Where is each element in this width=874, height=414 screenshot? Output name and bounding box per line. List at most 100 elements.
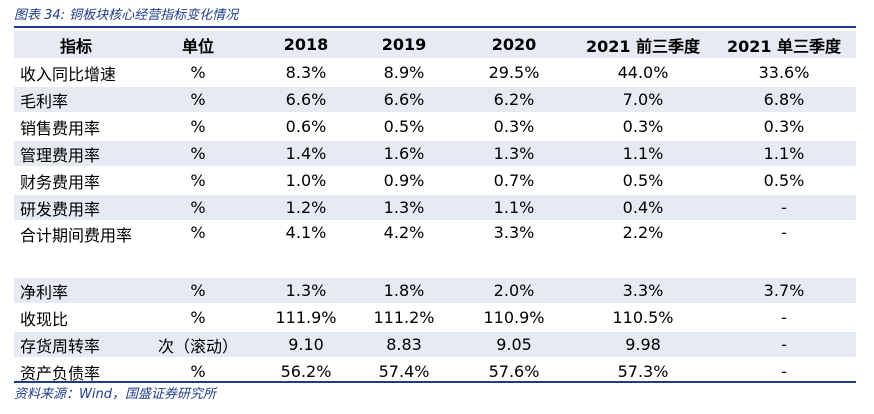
value-cell: 2.2% xyxy=(574,222,712,276)
header-cell: 2018 xyxy=(258,31,354,58)
value-cell: 110.9% xyxy=(454,305,574,330)
table-row: 管理费用率% 1.4% 1.6% 1.3% 1.1% 1.1% xyxy=(14,141,856,166)
header-cell: 2021 前三季度 xyxy=(574,31,712,58)
value-cell: 29.5% xyxy=(454,60,574,85)
value-cell: % xyxy=(138,114,258,139)
metric-name-cell: 财务费用率 xyxy=(14,168,138,193)
value-cell: - xyxy=(712,359,856,384)
header-cell: 2020 xyxy=(454,31,574,58)
metric-name-cell: 存货周转率 xyxy=(14,332,138,357)
value-cell: 9.05 xyxy=(454,332,574,357)
value-cell: - xyxy=(712,195,856,220)
metric-name-cell: 资产负债率 xyxy=(14,359,138,384)
value-cell: 6.8% xyxy=(712,87,856,112)
table-row: 存货周转率 次（滚动） 9.10 8.83 9.05 9.98- xyxy=(14,332,856,357)
metric-name-cell: 研发费用率 xyxy=(14,195,138,220)
value-cell: 1.6% xyxy=(354,141,454,166)
value-cell: 1.0% xyxy=(258,168,354,193)
bottom-rule xyxy=(14,381,856,383)
value-cell: 1.1% xyxy=(712,141,856,166)
header-cell: 2019 xyxy=(354,31,454,58)
table-row: 收入同比增速% 8.3% 8.9% 29.5% 44.0% 33.6% xyxy=(14,60,856,85)
value-cell: 6.6% xyxy=(258,87,354,112)
value-cell: 6.2% xyxy=(454,87,574,112)
value-cell: 0.3% xyxy=(574,114,712,139)
top-rule xyxy=(14,26,856,28)
value-cell: 33.6% xyxy=(712,60,856,85)
value-cell: % xyxy=(138,87,258,112)
value-cell: 56.2% xyxy=(258,359,354,384)
table-row: 收现比% 111.9% 111.2% 110.9% 110.5% - xyxy=(14,305,856,330)
value-cell: 8.3% xyxy=(258,60,354,85)
value-cell: 57.6% xyxy=(454,359,574,384)
value-cell: 次（滚动） xyxy=(138,332,258,357)
value-cell: 0.6% xyxy=(258,114,354,139)
value-cell: 3.3% xyxy=(574,278,712,303)
value-cell: 0.5% xyxy=(574,168,712,193)
table-row: 销售费用率% 0.6% 0.5% 0.3% 0.3% 0.3% xyxy=(14,114,856,139)
metric-name-cell: 管理费用率 xyxy=(14,141,138,166)
value-cell: 4.1% xyxy=(258,222,354,276)
value-cell: 8.9% xyxy=(354,60,454,85)
value-cell: 1.3% xyxy=(354,195,454,220)
table-row: 资产负债率% 56.2% 57.4% 57.6% 57.3% - xyxy=(14,359,856,384)
value-cell: 57.3% xyxy=(574,359,712,384)
value-cell: 1.1% xyxy=(574,141,712,166)
value-cell: 3.7% xyxy=(712,278,856,303)
value-cell: % xyxy=(138,359,258,384)
table-row: 净利率% 1.3% 1.8% 2.0% 3.3% 3.7% xyxy=(14,278,856,303)
value-cell: 111.2% xyxy=(354,305,454,330)
value-cell: % xyxy=(138,141,258,166)
header-cell: 2021 单三季度 xyxy=(712,31,856,58)
value-cell: 110.5% xyxy=(574,305,712,330)
value-cell: 8.83 xyxy=(354,332,454,357)
value-cell: % xyxy=(138,278,258,303)
value-cell: 7.0% xyxy=(574,87,712,112)
value-cell: % xyxy=(138,222,258,276)
value-cell: 2.0% xyxy=(454,278,574,303)
value-cell: 9.10 xyxy=(258,332,354,357)
header-cell: 单位 xyxy=(138,31,258,58)
table-header-row: 指标 单位 2018 2019 2020 2021 前三季度 2021 单三季度 xyxy=(14,31,856,58)
source-note: 资料来源：Wind，国盛证券研究所 xyxy=(14,387,216,402)
value-cell: 4.2% xyxy=(354,222,454,276)
value-cell: 3.3% xyxy=(454,222,574,276)
metric-name-cell: 收现比 xyxy=(14,305,138,330)
table-row: 合计期间费用率% 4.1% 4.2% 3.3% 2.2% - xyxy=(14,222,856,276)
metrics-table: 指标 单位 2018 2019 2020 2021 前三季度 2021 单三季度… xyxy=(14,29,856,386)
value-cell: 0.3% xyxy=(454,114,574,139)
metric-name-cell: 销售费用率 xyxy=(14,114,138,139)
value-cell: % xyxy=(138,305,258,330)
value-cell: 1.4% xyxy=(258,141,354,166)
table-row: 财务费用率% 1.0% 0.9% 0.7% 0.5% 0.5% xyxy=(14,168,856,193)
value-cell: - xyxy=(712,305,856,330)
value-cell: 44.0% xyxy=(574,60,712,85)
value-cell: - xyxy=(712,222,856,276)
value-cell: 1.2% xyxy=(258,195,354,220)
value-cell: % xyxy=(138,168,258,193)
value-cell: 6.6% xyxy=(354,87,454,112)
value-cell: 1.1% xyxy=(454,195,574,220)
figure-caption: 图表 34: 铜板块核心经营指标变化情况 xyxy=(14,8,239,23)
value-cell: 0.9% xyxy=(354,168,454,193)
value-cell: % xyxy=(138,195,258,220)
value-cell: 0.3% xyxy=(712,114,856,139)
value-cell: - xyxy=(712,332,856,357)
metric-name-cell: 收入同比增速 xyxy=(14,60,138,85)
value-cell: 0.7% xyxy=(454,168,574,193)
value-cell: 0.5% xyxy=(354,114,454,139)
header-cell: 指标 xyxy=(14,31,138,58)
table-row: 毛利率% 6.6% 6.6% 6.2% 7.0% 6.8% xyxy=(14,87,856,112)
value-cell: % xyxy=(138,60,258,85)
metric-name-cell: 净利率 xyxy=(14,278,138,303)
value-cell: 1.3% xyxy=(454,141,574,166)
metric-name-cell: 毛利率 xyxy=(14,87,138,112)
value-cell: 9.98 xyxy=(574,332,712,357)
table-row: 研发费用率% 1.2% 1.3% 1.1% 0.4% - xyxy=(14,195,856,220)
value-cell: 1.8% xyxy=(354,278,454,303)
value-cell: 0.4% xyxy=(574,195,712,220)
value-cell: 57.4% xyxy=(354,359,454,384)
value-cell: 0.5% xyxy=(712,168,856,193)
value-cell: 111.9% xyxy=(258,305,354,330)
value-cell: 1.3% xyxy=(258,278,354,303)
